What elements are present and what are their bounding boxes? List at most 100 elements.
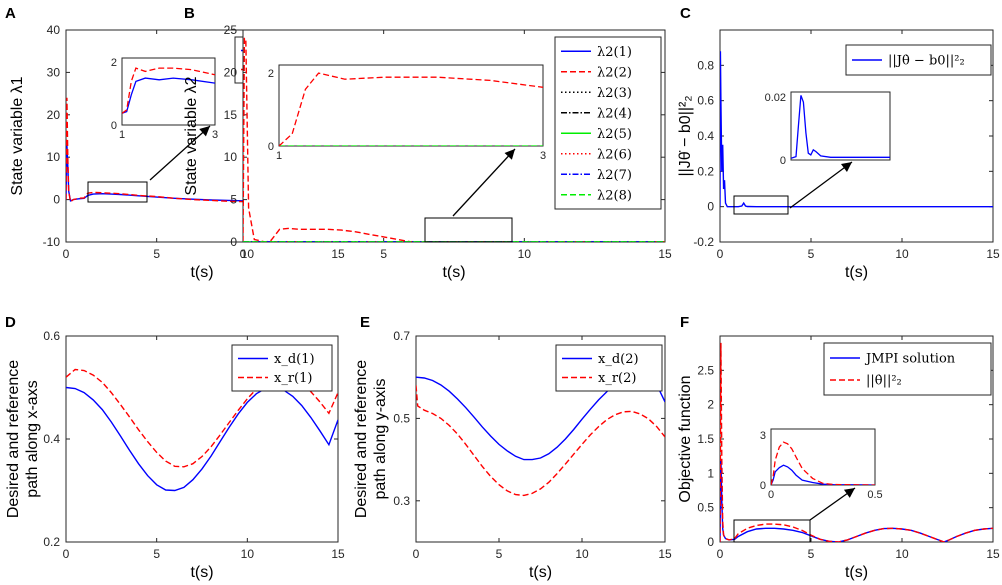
- y-tick-label: 0.6: [697, 94, 714, 108]
- x-tick-label: 5: [153, 547, 160, 561]
- inset-y-tick-label: 3: [760, 430, 766, 442]
- y-tick-label: 1.5: [697, 432, 714, 446]
- y-tick-label: 0: [53, 193, 60, 207]
- legend-label: λ2(2): [597, 65, 632, 80]
- panel-letter: E: [360, 314, 370, 331]
- legend-box: [845, 44, 992, 76]
- inset-frame: [278, 64, 544, 147]
- series-group: [720, 51, 993, 208]
- x-tick-label: 0: [717, 547, 724, 561]
- legend-label: λ2(4): [597, 106, 632, 121]
- panel-letter: A: [5, 5, 16, 22]
- legend-label: λ2(7): [597, 168, 632, 183]
- y-axis-label: State variable λ2: [183, 76, 200, 195]
- inset-x-tick-label: 3: [212, 129, 218, 141]
- y-tick-label: 0.6: [43, 329, 60, 343]
- y-axis-label: State variable λ1: [9, 76, 26, 195]
- inset-line-0: [791, 95, 890, 159]
- y-tick-label: 0.2: [697, 164, 714, 178]
- x-tick-label: 15: [658, 547, 672, 561]
- x-tick-label: 0: [63, 547, 70, 561]
- inset-line-1: [279, 72, 543, 146]
- x-axis-label: t(s): [190, 264, 213, 281]
- y-tick-label: 0.3: [393, 494, 410, 508]
- y-tick-label: -10: [43, 235, 61, 249]
- inset-line-0: [122, 77, 215, 114]
- x-tick-label: 0: [240, 247, 247, 261]
- panel-letter: C: [680, 5, 691, 22]
- inset-series: [791, 95, 890, 159]
- y-tick-label: 0.5: [697, 501, 714, 515]
- legend-box: [554, 36, 662, 210]
- x-tick-label: 15: [986, 247, 1000, 261]
- inset-y-tick-label: 2: [268, 68, 274, 80]
- panel-e: E 0 5 10 15 0.3 0.5 0.7 t(s) Desired and referenc…: [353, 314, 672, 581]
- legend-label: λ2(5): [597, 127, 632, 142]
- legend-label: x_d(1): [274, 352, 315, 367]
- series-group: [720, 342, 993, 542]
- x-tick-label: 5: [153, 247, 160, 261]
- y-tick-label: 10: [224, 150, 238, 164]
- inset-line-1: [122, 67, 215, 114]
- panel-letter: B: [184, 5, 195, 22]
- y-axis-label: Objective function: [677, 375, 694, 502]
- x-tick-label: 15: [986, 547, 1000, 561]
- y-tick-label: 20: [224, 65, 238, 79]
- zoom-arrow: [452, 148, 516, 217]
- series-line-1: [720, 342, 993, 542]
- series-group: [243, 37, 665, 242]
- inset-series: [771, 441, 875, 485]
- inset-series: [122, 67, 215, 114]
- legend: JMPI solution ||θ̇||²₂: [823, 342, 992, 396]
- inset: 1 3 0 2: [268, 64, 546, 162]
- x-tick-label: 0: [413, 547, 420, 561]
- y-tick-label: 0: [707, 200, 714, 214]
- inset-x-tick-label: 3: [540, 150, 546, 162]
- inset-y-tick-label: 0: [111, 120, 117, 132]
- y-tick-label: 0: [707, 535, 714, 549]
- legend-label: λ2(3): [597, 86, 632, 101]
- x-tick-label: 10: [241, 247, 255, 261]
- panel-d: D 0 5 10 15 0.2 0.4 0.6 t(s) Desired and referenc…: [5, 314, 345, 581]
- legend-label: λ2(1): [597, 45, 632, 60]
- y-tick-label: 15: [224, 108, 238, 122]
- x-tick-label: 15: [331, 247, 345, 261]
- panel-letter: F: [680, 314, 689, 331]
- zoom-box: [733, 519, 811, 543]
- y-axis-label-line: Desired and reference: [5, 360, 22, 518]
- inset-x-tick-label: 1: [276, 150, 282, 162]
- y-tick-label: 0.5: [393, 411, 410, 425]
- zoom-box: [87, 181, 148, 203]
- x-axis-label: t(s): [190, 564, 213, 581]
- y-tick-label: 2: [707, 398, 714, 412]
- y-tick-label: 40: [47, 23, 61, 37]
- y-tick-label: 25: [224, 23, 238, 37]
- legend-label: JMPI solution: [864, 352, 956, 367]
- inset-y-tick-label: 0.02: [765, 92, 786, 104]
- y-axis-label: ||Jθ̇ − b0||²₂: [677, 95, 694, 176]
- y-tick-label: 0: [230, 235, 237, 249]
- x-axis-label: t(s): [845, 264, 868, 281]
- y-tick-label: 20: [47, 108, 61, 122]
- inset-line-1: [771, 441, 875, 485]
- y-tick-label: 2.5: [697, 363, 714, 377]
- x-tick-label: 5: [808, 247, 815, 261]
- zoom-arrow: [149, 125, 211, 181]
- arrow-head: [843, 488, 855, 498]
- x-tick-label: 10: [575, 547, 589, 561]
- legend: λ2(1) λ2(2) λ2(3) λ2(4) λ2(5) λ2(6) λ2(7) λ2(8): [554, 36, 662, 210]
- x-tick-label: 5: [380, 247, 387, 261]
- y-tick-label: -0.2: [693, 235, 714, 249]
- series-line-0: [720, 51, 993, 208]
- legend-label: x_d(2): [598, 352, 639, 367]
- inset-frame: [770, 428, 876, 486]
- zoom-arrow: [789, 161, 853, 209]
- x-tick-label: 10: [241, 547, 255, 561]
- inset-x-tick-label: 1: [119, 129, 125, 141]
- x-tick-label: 15: [658, 247, 672, 261]
- panel-f: F 0 5 10 15 0 0.5 1 1.5 2 2.5 t(s) Objective functio…: [677, 314, 1000, 581]
- y-tick-label: 0.4: [43, 432, 60, 446]
- zoom-box: [733, 195, 789, 215]
- y-tick-label: 0.8: [697, 58, 714, 72]
- x-tick-label: 0: [717, 247, 724, 261]
